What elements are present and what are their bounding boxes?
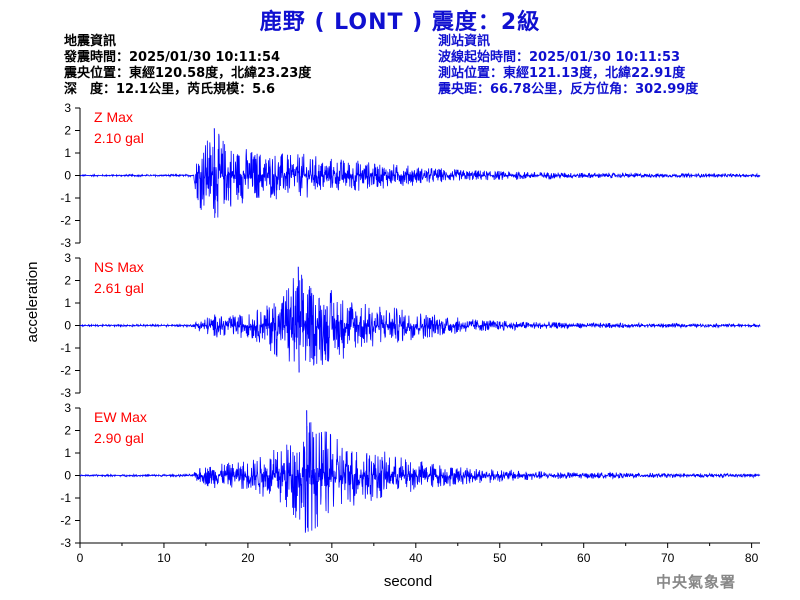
max-label-ns: NS Max (94, 259, 144, 275)
epicentral-distance: 震央距：66.78公里，反方位角：302.99度 (438, 82, 699, 97)
x-tick-label: 20 (241, 551, 255, 565)
agency-name: 中央氣象署 (656, 573, 737, 591)
trace-z (79, 133, 761, 218)
depth-magnitude: 深 度：12.1公里，芮氏規模：5.6 (64, 82, 276, 97)
origin-time: 發震時間：2025/01/30 10:11:54 (64, 50, 281, 65)
y-tick-label: 2 (64, 124, 71, 138)
x-axis-title: second (384, 573, 432, 590)
page-title: 鹿野 ( LONT ) 震度：2級 (259, 10, 541, 35)
max-value-ew: 2.90 gal (94, 430, 144, 446)
trace-peak-ew (306, 410, 309, 528)
trace-ew (79, 422, 761, 533)
y-tick-label: 1 (64, 296, 71, 310)
y-tick-label: 2 (64, 424, 71, 438)
y-tick-label: 3 (64, 401, 71, 415)
earthquake-info: 地震資訊 發震時間：2025/01/30 10:11:54 震央位置：東經120… (64, 34, 311, 98)
station-info: 測站資訊 波線起始時間：2025/01/30 10:11:53 測站位置：東經1… (438, 34, 698, 98)
max-label-z: Z Max (94, 109, 133, 125)
y-tick-label: 2 (64, 274, 71, 288)
y-tick-label: 3 (64, 251, 71, 265)
max-value-z: 2.10 gal (94, 130, 144, 146)
x-tick-label: 0 (77, 551, 84, 565)
earthquake-info-heading: 地震資訊 (64, 34, 117, 49)
y-tick-label: 0 (64, 319, 71, 333)
x-tick-label: 40 (409, 551, 423, 565)
trace-peak-z (213, 128, 216, 214)
y-axis-title: acceleration (24, 262, 41, 343)
y-tick-label: 3 (64, 101, 71, 115)
y-tick-label: -3 (60, 386, 71, 400)
epicenter-location: 震央位置：東經120.58度，北緯23.23度 (64, 66, 312, 81)
trace-peak-ns (297, 266, 300, 373)
y-tick-label: -1 (60, 191, 71, 205)
y-tick-label: -2 (60, 514, 71, 528)
wave-start-time: 波線起始時間：2025/01/30 10:11:53 (438, 50, 681, 65)
y-tick-label: 1 (64, 446, 71, 460)
y-tick-label: 0 (64, 169, 71, 183)
y-tick-label: 1 (64, 146, 71, 160)
station-info-heading: 測站資訊 (438, 34, 491, 49)
y-tick-label: -1 (60, 341, 71, 355)
x-tick-label: 10 (157, 551, 171, 565)
x-tick-label: 50 (493, 551, 507, 565)
x-tick-label: 30 (325, 551, 339, 565)
y-tick-label: -2 (60, 364, 71, 378)
x-tick-label: 60 (577, 551, 591, 565)
x-tick-label: 70 (661, 551, 675, 565)
max-value-ns: 2.61 gal (94, 280, 144, 296)
y-tick-label: -1 (60, 491, 71, 505)
y-tick-label: -3 (60, 236, 71, 250)
y-tick-label: -3 (60, 536, 71, 550)
max-label-ew: EW Max (94, 409, 147, 425)
x-tick-label: 80 (745, 551, 759, 565)
trace-ns (79, 274, 761, 366)
y-tick-label: 0 (64, 469, 71, 483)
station-location: 測站位置：東經121.13度，北緯22.91度 (438, 66, 686, 81)
y-tick-label: -2 (60, 214, 71, 228)
